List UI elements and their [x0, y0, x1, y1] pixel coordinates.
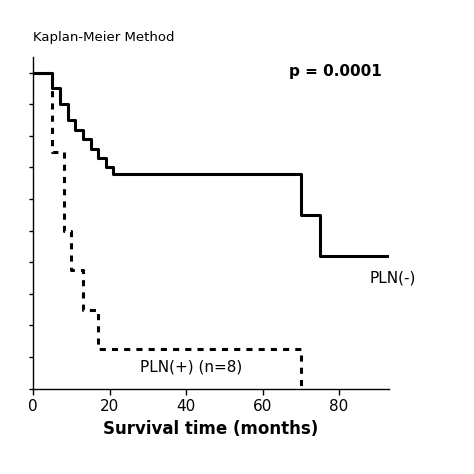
Text: Kaplan-Meier Method: Kaplan-Meier Method: [33, 31, 175, 44]
X-axis label: Survival time (months): Survival time (months): [103, 419, 319, 438]
Text: PLN(-): PLN(-): [370, 271, 416, 285]
Text: PLN(+) (n=8): PLN(+) (n=8): [140, 359, 243, 374]
Text: p = 0.0001: p = 0.0001: [289, 64, 382, 79]
